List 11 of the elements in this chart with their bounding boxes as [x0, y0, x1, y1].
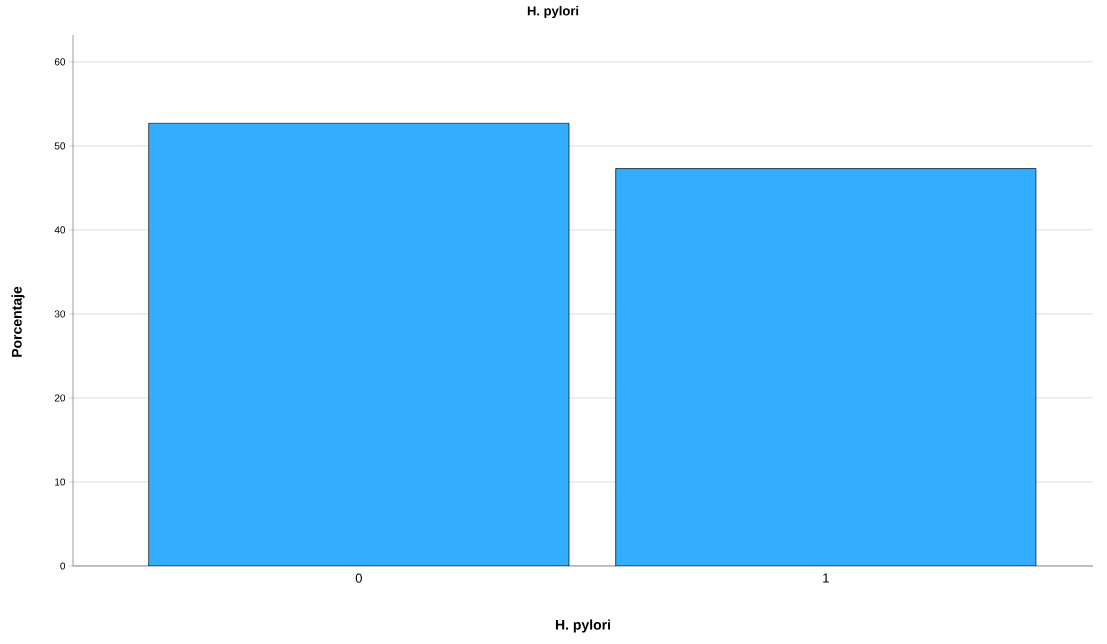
chart-title: H. pylori: [527, 5, 579, 19]
x-axis-title: H. pylori: [555, 619, 611, 633]
y-tick-label: 0: [60, 562, 66, 570]
y-tick-label: 60: [54, 58, 66, 66]
y-tick-label: 20: [54, 394, 66, 402]
y-tick-label: 30: [54, 310, 66, 318]
y-tick-label: 40: [54, 226, 66, 234]
y-tick-label: 10: [55, 478, 66, 486]
x-tick-label: 1: [823, 573, 829, 583]
y-axis-title: Porcentaje: [11, 286, 25, 357]
y-tick-label: 50: [54, 142, 66, 150]
